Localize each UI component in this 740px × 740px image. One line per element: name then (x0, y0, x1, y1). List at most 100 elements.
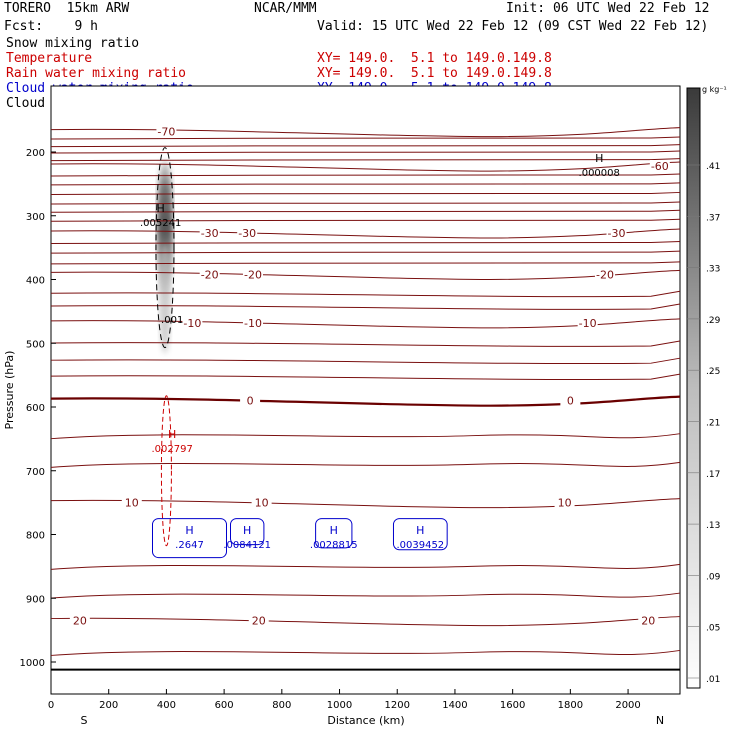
isotherm-label: -30 (238, 227, 256, 240)
maximum-value-label: .0028815 (310, 540, 358, 551)
isotherm-line (50, 433, 681, 440)
side-label-north: N (656, 714, 664, 727)
y-tick-label: 500 (26, 339, 45, 350)
isotherm-line (50, 191, 681, 195)
y-tick-label: 900 (26, 594, 45, 605)
cloud-water-contour (151, 518, 227, 559)
maximum-value-label: .0084121 (223, 540, 271, 551)
isotherm-line (50, 241, 681, 245)
isotherm-label: -10 (183, 317, 201, 330)
maximum-value-label: .2647 (175, 540, 204, 551)
cloud-water-contour (230, 518, 265, 546)
isotherm-label-bg (577, 316, 598, 328)
colorbar-tick-label: .37 (706, 213, 720, 223)
maximum-marker-h: H (416, 524, 424, 537)
isotherm-label: 0 (247, 395, 254, 408)
colorbar-tick-label: .25 (706, 367, 720, 377)
isotherm-line (50, 649, 681, 656)
isotherm-line (50, 144, 681, 148)
model-title: TORERO 15km ARW (4, 1, 130, 16)
colorbar-tick-label: .09 (706, 572, 721, 582)
maximum-marker-h: H (168, 428, 176, 441)
field-label: Rain water mixing ratio (6, 66, 187, 81)
y-tick-label: 400 (26, 276, 45, 287)
isotherm-line (50, 303, 681, 310)
colorbar-tick-label: .01 (706, 675, 720, 685)
field-label: Temperature (6, 51, 93, 66)
init-time: Init: 06 UTC Wed 22 Feb 12 (506, 1, 710, 16)
y-tick-label: 800 (26, 531, 45, 542)
isotherm-0 (50, 395, 681, 407)
y-axis-label: Pressure (hPa) (3, 351, 16, 430)
cloud-water-contour (392, 518, 448, 551)
maximum-marker-h: H (185, 524, 193, 537)
isotherm-label-bg (638, 614, 659, 626)
isotherm-label-bg (560, 394, 581, 406)
isotherm-label-bg (242, 268, 263, 280)
valid-time: Valid: 15 UTC Wed 22 Feb 12 (09 CST Wed … (317, 19, 709, 34)
x-tick-label: 1800 (558, 700, 583, 711)
colorbar-tick-label: .41 (706, 162, 720, 172)
x-tick-label: 1400 (442, 700, 467, 711)
isotherm-line (50, 250, 681, 254)
isotherm-label: 20 (252, 615, 266, 628)
isotherm-label: -10 (579, 317, 597, 330)
isotherm-label: 10 (125, 497, 139, 510)
rain-contour (160, 395, 172, 547)
isotherm-line (50, 209, 681, 213)
isotherm-label-bg (242, 316, 263, 328)
isotherm-label-bg (182, 316, 203, 328)
x-tick-label: 0 (48, 700, 54, 711)
y-tick-label: 300 (26, 212, 45, 223)
isotherm-label: 10 (255, 497, 269, 510)
isotherm-line (50, 373, 681, 380)
isotherm-line (50, 201, 681, 205)
isotherm-label: -20 (244, 268, 262, 281)
x-tick-label: 1200 (385, 700, 410, 711)
isotherm-label-bg (248, 614, 269, 626)
isotherm-label-bg (121, 496, 142, 508)
colorbar-tick-label: .33 (706, 265, 720, 275)
isotherm-label: 10 (558, 497, 572, 510)
y-tick-label: 700 (26, 467, 45, 478)
isotherm-label-bg (156, 125, 177, 137)
cloud-water-contour (315, 518, 353, 549)
isotherm-label-bg (251, 496, 272, 508)
isotherm--10 (50, 318, 681, 329)
maximum-value-label: .000008 (579, 168, 620, 179)
isotherm-line (50, 357, 681, 365)
maximum-value-label: .002797 (152, 444, 193, 455)
maximum-value-label: .001 (161, 315, 183, 326)
maximum-marker-h: H (243, 524, 251, 537)
field-xy-range: XY= 149.0. 5.1 to 149.0.149.8 (317, 66, 552, 81)
isotherm-line (50, 563, 681, 570)
isotherm-line (50, 290, 681, 298)
x-tick-label: 200 (99, 700, 118, 711)
isotherm--60 (50, 161, 681, 172)
isotherm-label: -20 (596, 268, 614, 281)
x-tick-label: 2000 (615, 700, 640, 711)
isotherm-label: 20 (73, 615, 87, 628)
field-label: Snow mixing ratio (6, 36, 140, 51)
field-xy-range: XY= 149.0. 5.1 to 149.0.149.8 (317, 51, 552, 66)
plot-frame (50, 85, 681, 695)
isotherm-line (50, 173, 681, 177)
isotherm-line (50, 158, 681, 162)
isotherm-label-bg (199, 226, 220, 238)
isotherm-line (50, 182, 681, 186)
colorbar-tick-label: .29 (706, 316, 721, 326)
maximum-value-label: .0039452 (396, 540, 444, 551)
isotherm-line (50, 340, 681, 347)
isotherm-label: -10 (244, 317, 262, 330)
ice-contour (155, 147, 175, 349)
y-tick-label: 200 (26, 148, 45, 159)
isotherm-label-bg (237, 226, 258, 238)
x-tick-label: 800 (272, 700, 291, 711)
side-label-south: S (81, 714, 88, 727)
isotherm-label-bg (554, 496, 575, 508)
isotherm-10 (50, 498, 681, 509)
maximum-marker-h: H (330, 524, 338, 537)
isotherm-label-bg (606, 226, 627, 238)
isotherm-line (50, 218, 681, 222)
